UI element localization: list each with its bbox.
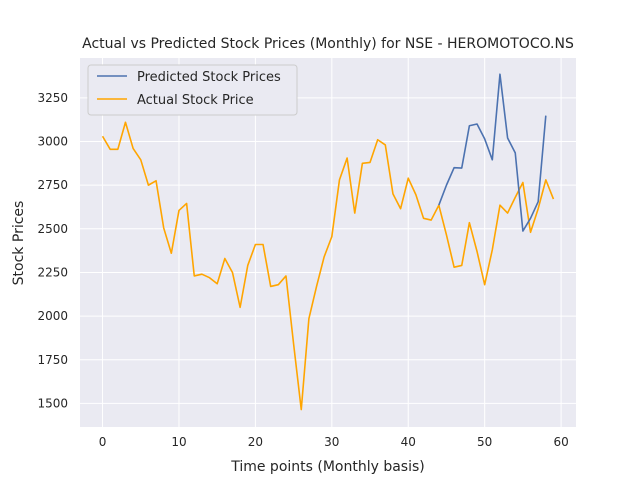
y-tick-label: 1750 <box>37 353 68 367</box>
y-axis-label: Stock Prices <box>11 201 27 286</box>
y-tick-label: 2500 <box>37 222 68 236</box>
x-tick-labels: 0 10 20 30 40 50 60 <box>99 435 569 449</box>
y-tick-labels: 1500 1750 2000 2250 2500 2750 3000 3250 <box>37 91 68 411</box>
legend: Predicted Stock Prices Actual Stock Pric… <box>87 64 298 116</box>
x-tick-label: 60 <box>553 435 568 449</box>
y-tick-label: 1500 <box>37 396 68 410</box>
x-axis-label: Time points (Monthly basis) <box>230 459 425 475</box>
series-line-actual <box>101 121 555 411</box>
x-tick-label: 40 <box>401 435 416 449</box>
legend-frame <box>87 64 298 116</box>
legend-label-predicted: Predicted Stock Prices <box>137 70 281 85</box>
x-tick-label: 0 <box>99 435 107 449</box>
series-layer <box>101 73 555 411</box>
y-tick-label: 3000 <box>37 134 68 148</box>
x-tick-label: 20 <box>248 435 263 449</box>
y-tick-label: 2750 <box>37 178 68 192</box>
x-tick-label: 50 <box>477 435 492 449</box>
legend-label-actual: Actual Stock Price <box>137 93 254 108</box>
grid <box>80 58 576 427</box>
x-tick-label: 10 <box>171 435 186 449</box>
x-tick-label: 30 <box>324 435 339 449</box>
y-tick-label: 2250 <box>37 265 68 279</box>
y-tick-label: 3250 <box>37 91 68 105</box>
y-tick-label: 2000 <box>37 309 68 323</box>
series-line-predicted <box>438 73 547 232</box>
chart-title: Actual vs Predicted Stock Prices (Monthl… <box>82 36 574 52</box>
